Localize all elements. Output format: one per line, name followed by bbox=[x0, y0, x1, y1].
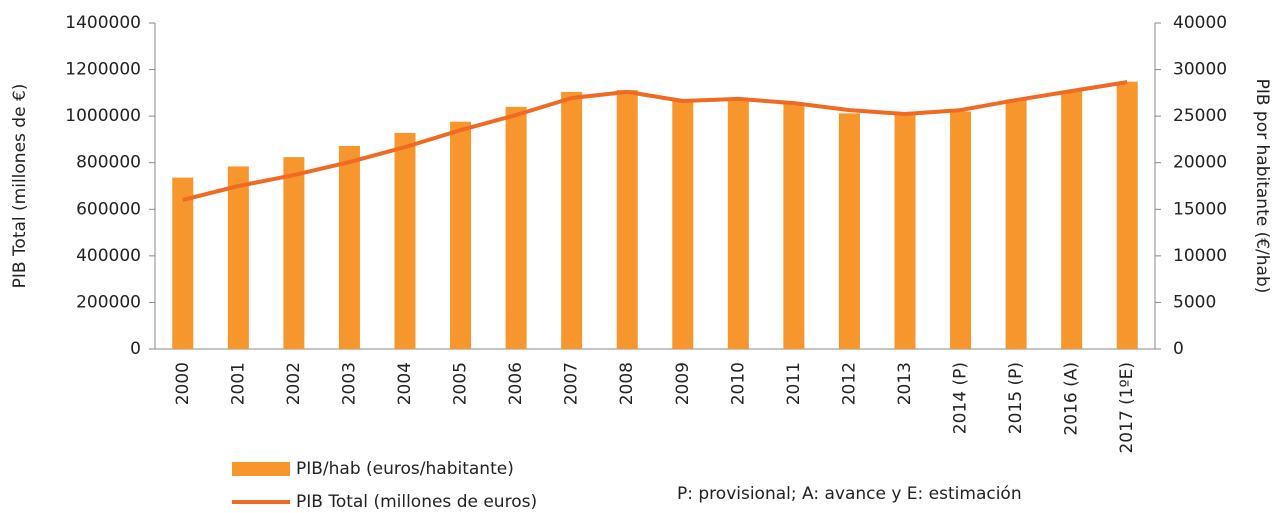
bar bbox=[616, 90, 638, 349]
y2-tick-label: 40000 bbox=[1173, 13, 1227, 33]
y-tick-label: 800000 bbox=[76, 153, 141, 173]
bar bbox=[394, 132, 416, 349]
x-tick-label: 2017 (1ºE) bbox=[1117, 362, 1137, 454]
x-tick-label: 2005 bbox=[451, 362, 471, 405]
x-tick-label: 2008 bbox=[617, 362, 637, 405]
x-tick-label: 2003 bbox=[339, 362, 359, 405]
bar bbox=[950, 111, 972, 349]
bar bbox=[783, 104, 805, 349]
bar bbox=[450, 121, 472, 349]
y-tick-label: 1000000 bbox=[65, 106, 141, 126]
y2-axis-label: PIB por habitante (€/hab) bbox=[1252, 79, 1272, 294]
bar bbox=[672, 99, 694, 350]
line bbox=[182, 80, 1128, 202]
note: P: provisional; A: avance y E: estimació… bbox=[677, 484, 1022, 504]
x-tick-label: 2016 (A) bbox=[1062, 362, 1082, 436]
x-tick-label: 2012 bbox=[839, 362, 859, 405]
bar bbox=[172, 177, 194, 349]
y2-tick-label: 0 bbox=[1173, 339, 1184, 359]
y-tick-label: 600000 bbox=[76, 199, 141, 219]
legend-swatch bbox=[232, 462, 290, 476]
x-tick-label: 2011 bbox=[784, 362, 804, 405]
x-tick-label: 2010 bbox=[728, 362, 748, 405]
y-axis-label: PIB Total (millones de €) bbox=[10, 84, 30, 289]
y-tick-label: 1200000 bbox=[65, 60, 141, 80]
bar bbox=[561, 91, 583, 349]
bar bbox=[894, 115, 916, 349]
y2-tick-label: 25000 bbox=[1173, 106, 1227, 126]
y2-tick-label: 30000 bbox=[1173, 60, 1227, 80]
legend-label: PIB/hab (euros/habitante) bbox=[296, 459, 514, 479]
bar bbox=[283, 157, 305, 349]
x-tick-label: 2013 bbox=[895, 362, 915, 405]
x-tick-label: 2001 bbox=[228, 362, 248, 405]
y2-tick-label: 20000 bbox=[1173, 153, 1227, 173]
x-tick-label: 2002 bbox=[284, 362, 304, 405]
x-tick-label: 2006 bbox=[506, 362, 526, 405]
y-tick-label: 200000 bbox=[76, 292, 141, 312]
x-tick-label: 2000 bbox=[173, 362, 193, 405]
x-tick-label: 2007 bbox=[562, 362, 582, 405]
y2-tick-label: 15000 bbox=[1173, 199, 1227, 219]
bar bbox=[1061, 90, 1083, 349]
x-tick-label: 2009 bbox=[673, 362, 693, 405]
bar bbox=[227, 166, 249, 349]
bar bbox=[1116, 81, 1138, 350]
bar bbox=[1005, 99, 1027, 350]
bar bbox=[338, 145, 360, 349]
x-tick-label: 2014 (P) bbox=[951, 362, 971, 434]
x-tick-label: 2015 (P) bbox=[1006, 362, 1026, 434]
legend-label: PIB Total (millones de euros) bbox=[296, 492, 537, 512]
y-tick-label: 1400000 bbox=[65, 13, 141, 33]
bar bbox=[838, 113, 860, 349]
y-tick-label: 400000 bbox=[76, 246, 141, 266]
y2-tick-label: 10000 bbox=[1173, 246, 1227, 266]
bar bbox=[505, 106, 527, 349]
bar bbox=[727, 99, 749, 350]
x-tick-label: 2004 bbox=[395, 362, 415, 405]
y-tick-label: 0 bbox=[130, 339, 141, 359]
y2-tick-label: 5000 bbox=[1173, 292, 1216, 312]
